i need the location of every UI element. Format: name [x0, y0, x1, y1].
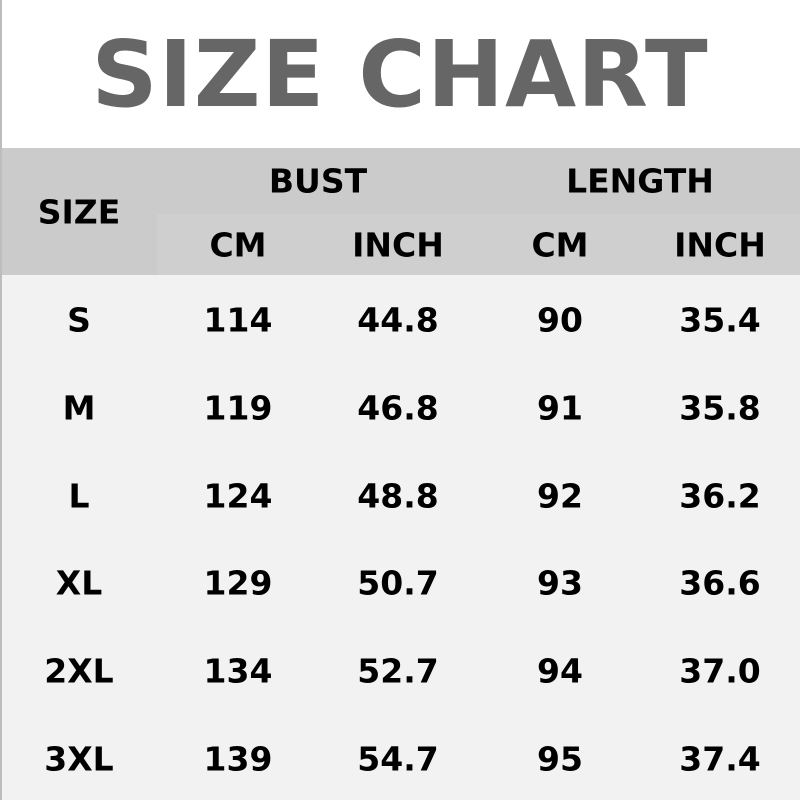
header-bust-cm: CM: [209, 225, 267, 265]
cell-length-cm: 94: [537, 651, 583, 691]
header-length-inch: INCH: [674, 225, 766, 265]
cell-size: M: [62, 388, 96, 428]
cell-length-cm: 92: [537, 476, 583, 516]
cell-length-inch: 36.2: [679, 476, 761, 516]
cell-length-inch: 36.6: [679, 563, 761, 603]
cell-length-inch: 35.8: [679, 388, 761, 428]
page-title: SIZE CHART: [91, 20, 709, 128]
cell-bust-inch: 44.8: [357, 300, 439, 340]
cell-size: L: [68, 476, 90, 516]
header-length: LENGTH: [566, 161, 714, 201]
cell-length-cm: 93: [537, 563, 583, 603]
cell-bust-cm: 124: [203, 476, 273, 516]
cell-length-cm: 90: [537, 300, 583, 340]
header-bust-inch: INCH: [352, 225, 444, 265]
cell-bust-inch: 54.7: [357, 739, 439, 779]
cell-size: XL: [55, 563, 103, 603]
cell-length-inch: 37.4: [679, 739, 761, 779]
cell-bust-cm: 119: [203, 388, 273, 428]
cell-bust-inch: 52.7: [357, 651, 439, 691]
cell-bust-cm: 114: [203, 300, 273, 340]
cell-bust-cm: 139: [203, 739, 273, 779]
cell-bust-cm: 134: [203, 651, 273, 691]
cell-bust-cm: 129: [203, 563, 273, 603]
header-bust: BUST: [268, 161, 368, 201]
header-length-cm: CM: [531, 225, 589, 265]
cell-length-inch: 35.4: [679, 300, 761, 340]
cell-size: 2XL: [44, 651, 114, 691]
cell-size: 3XL: [44, 739, 114, 779]
header-size: SIZE: [37, 192, 121, 232]
table-subheader: [157, 214, 800, 275]
cell-size: S: [67, 300, 91, 340]
cell-length-cm: 91: [537, 388, 583, 428]
table-body: [2, 275, 800, 800]
cell-length-inch: 37.0: [679, 651, 761, 691]
cell-bust-inch: 46.8: [357, 388, 439, 428]
cell-bust-inch: 50.7: [357, 563, 439, 603]
cell-length-cm: 95: [537, 739, 583, 779]
cell-bust-inch: 48.8: [357, 476, 439, 516]
left-border: [0, 0, 2, 800]
